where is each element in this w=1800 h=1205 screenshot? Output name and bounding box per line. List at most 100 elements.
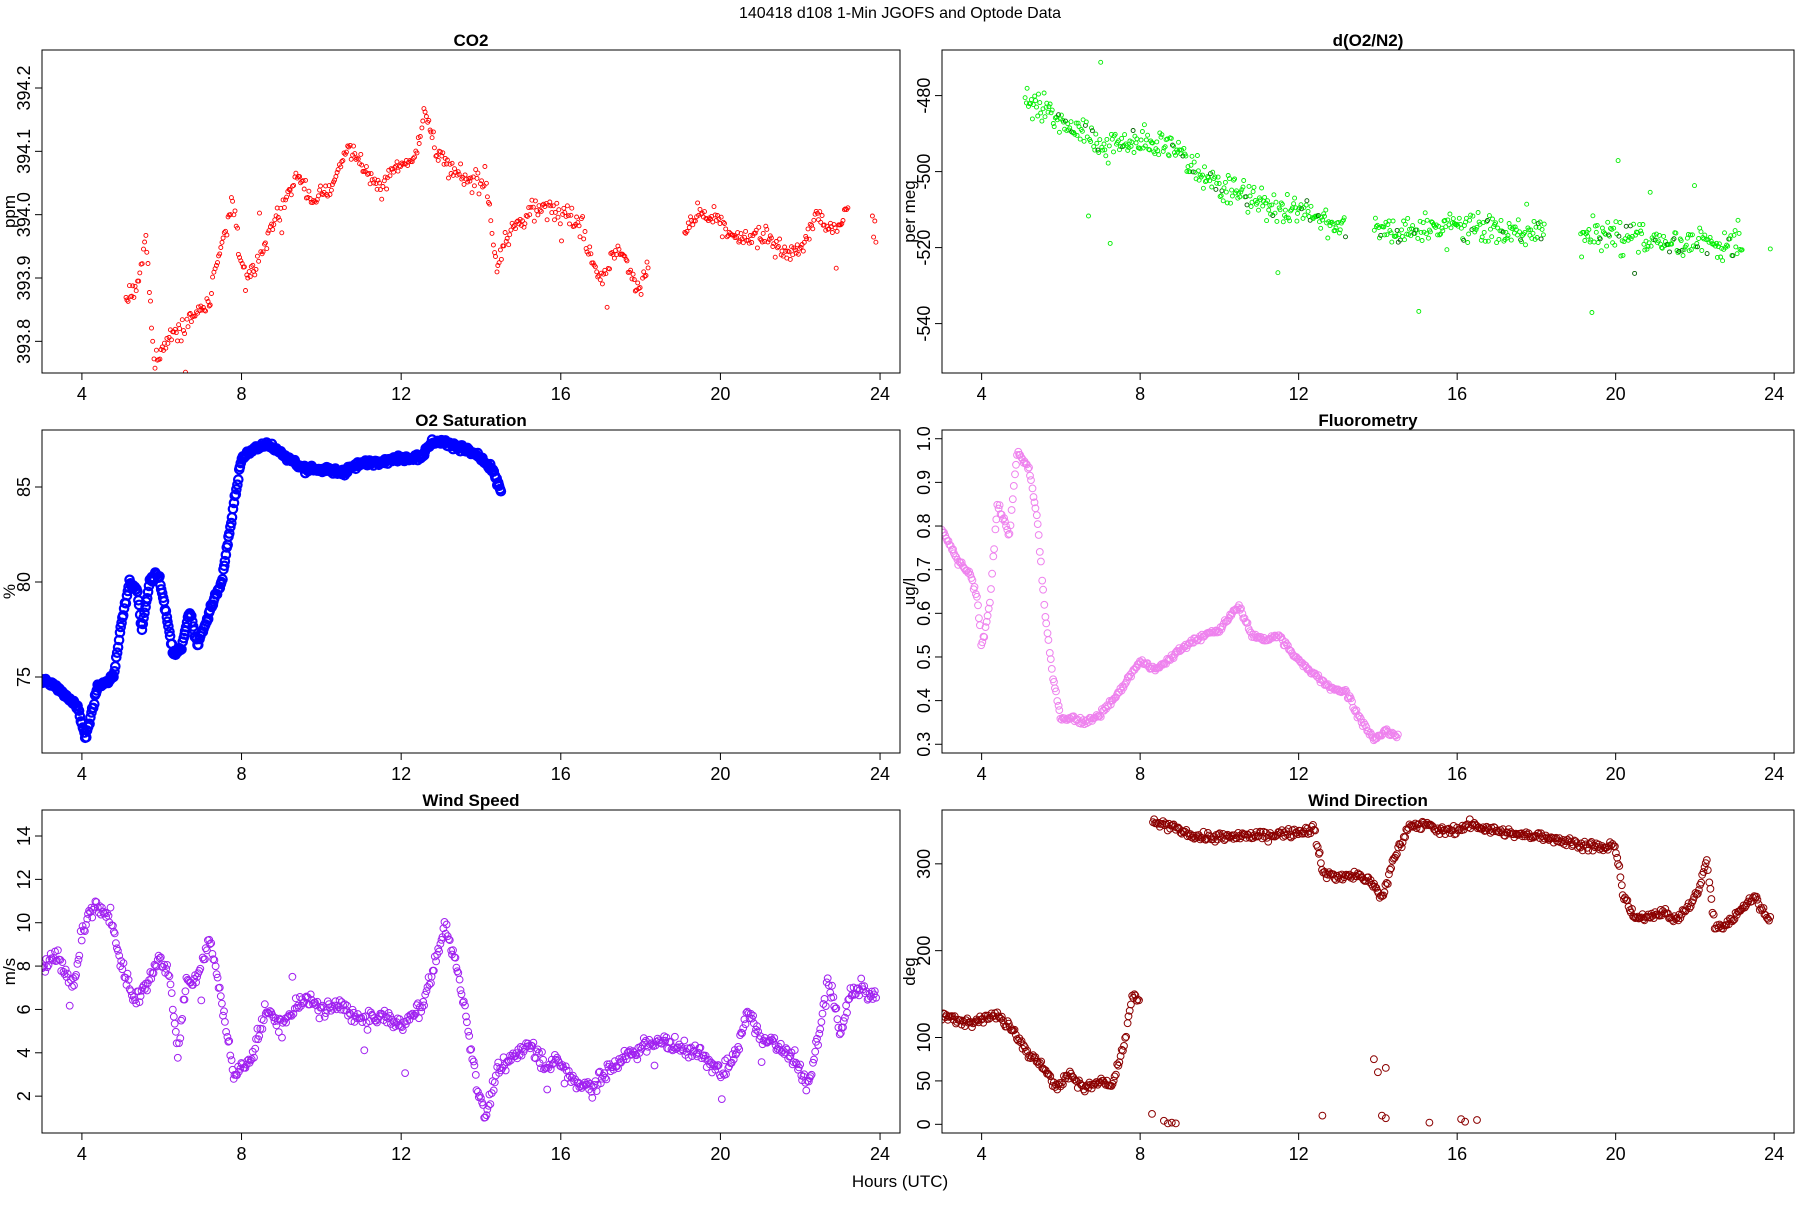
data-point <box>1026 471 1034 480</box>
data-point <box>1099 144 1105 150</box>
x-tick-label: 20 <box>1606 384 1626 404</box>
data-point <box>1399 233 1405 239</box>
data-point <box>463 1018 471 1027</box>
data-point <box>1194 153 1200 158</box>
data-point <box>109 921 117 930</box>
data-point <box>1482 238 1488 244</box>
data-point <box>770 244 776 249</box>
data-point <box>944 537 953 545</box>
data-point <box>1473 227 1479 232</box>
panel-title: Wind Direction <box>1308 791 1428 810</box>
data-point <box>289 1010 298 1018</box>
data-point <box>1596 844 1605 852</box>
plot-frame <box>941 809 1795 1134</box>
y-tick-label: 393.9 <box>14 255 34 300</box>
data-point <box>1215 829 1224 838</box>
data-point <box>1493 826 1501 835</box>
data-point <box>1213 186 1219 192</box>
data-point <box>1585 233 1591 239</box>
panel-co2: CO2 4 8 12 16 20 24 393.8 393.9 394.0 394.1 394.2 pp… <box>0 31 901 404</box>
data-point <box>1127 1000 1135 1009</box>
data-point <box>1378 892 1387 900</box>
data-point <box>1755 906 1764 914</box>
data-point <box>1229 187 1235 193</box>
data-point <box>1393 233 1399 239</box>
data-point <box>756 224 762 230</box>
data-point <box>1650 237 1656 243</box>
data-point <box>873 239 879 245</box>
data-point <box>695 200 701 206</box>
data-point <box>546 1065 555 1074</box>
data-point <box>574 214 580 220</box>
data-point <box>84 718 95 730</box>
data-point <box>1409 226 1415 232</box>
data-point <box>1766 913 1775 921</box>
data-point <box>743 228 749 234</box>
data-point <box>1228 200 1233 206</box>
data-point <box>1424 820 1432 829</box>
data-point <box>539 1055 547 1064</box>
data-point <box>719 234 725 240</box>
data-point <box>180 995 189 1004</box>
data-point <box>148 298 153 304</box>
data-point <box>1100 147 1106 153</box>
data-point <box>160 960 169 969</box>
data-point <box>1479 234 1485 240</box>
data-point <box>1143 137 1149 143</box>
data-point <box>1142 143 1148 149</box>
y-axis-label: m/s <box>0 958 19 985</box>
data-point <box>601 1073 609 1082</box>
data-point <box>316 193 321 199</box>
data-point <box>1309 821 1317 829</box>
data-point <box>336 1005 345 1014</box>
data-point <box>166 980 175 989</box>
data-point <box>182 331 188 337</box>
data-point <box>1754 900 1763 909</box>
data-point <box>467 1045 476 1054</box>
data-point <box>81 731 92 743</box>
data-point <box>1133 995 1142 1004</box>
data-point <box>1042 114 1048 120</box>
data-point <box>445 936 454 944</box>
data-point <box>1044 636 1053 644</box>
data-point <box>1486 213 1492 219</box>
data-point <box>1591 239 1597 245</box>
data-point <box>197 308 203 314</box>
data-point <box>1262 194 1268 200</box>
data-point <box>164 971 173 979</box>
data-point <box>786 249 792 255</box>
data-point <box>520 218 525 224</box>
data-point <box>982 617 991 626</box>
data-point <box>264 1008 272 1017</box>
data-point <box>422 109 428 115</box>
data-point <box>233 474 244 485</box>
data-point <box>440 150 446 156</box>
data-point <box>835 1030 844 1039</box>
data-point <box>384 186 390 192</box>
y-tick-label: 0 <box>914 1119 934 1129</box>
data-point <box>1181 145 1187 151</box>
data-point <box>1318 1111 1327 1120</box>
data-point <box>1486 829 1495 837</box>
data-point <box>754 1027 762 1036</box>
data-point <box>1705 878 1714 887</box>
data-point <box>489 1086 498 1095</box>
data-point <box>1337 688 1346 697</box>
data-point <box>484 194 490 200</box>
data-point <box>522 221 528 227</box>
x-tick-label: 16 <box>1447 764 1467 784</box>
data-point <box>1372 215 1378 221</box>
data-point <box>501 243 507 249</box>
x-tick-label: 24 <box>870 384 890 404</box>
data-point <box>1533 224 1539 230</box>
data-point <box>597 277 603 283</box>
data-point <box>1254 199 1260 205</box>
data-point <box>690 222 696 228</box>
data-point <box>942 1015 946 1024</box>
data-point <box>1419 238 1425 243</box>
data-point <box>456 171 462 177</box>
data-point <box>747 233 753 238</box>
data-point <box>976 621 984 630</box>
data-point <box>1315 848 1324 857</box>
data-point <box>359 162 365 168</box>
